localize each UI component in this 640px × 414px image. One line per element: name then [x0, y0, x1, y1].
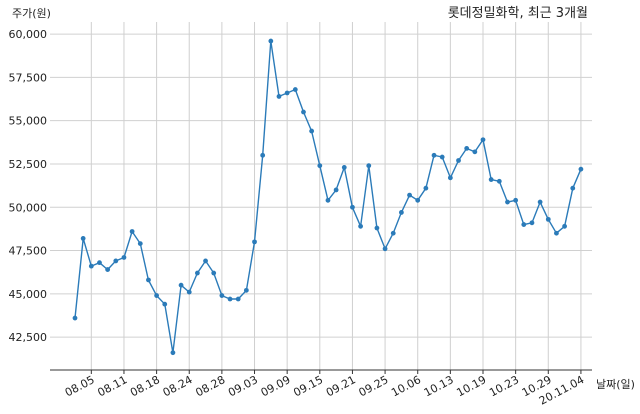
data-point — [399, 210, 404, 215]
x-axis-label: 날짜(일) — [596, 377, 635, 391]
data-point — [129, 229, 135, 234]
y-tick-label: 55,000 — [9, 115, 48, 128]
data-point — [97, 260, 102, 266]
data-point — [382, 246, 388, 252]
data-point — [211, 270, 217, 276]
series-line-layer — [74, 40, 582, 354]
data-point — [195, 270, 200, 276]
x-tick-label: 10.06 — [389, 373, 423, 399]
data-point — [80, 236, 86, 241]
data-point — [219, 293, 225, 298]
data-point — [480, 137, 486, 143]
data-point — [529, 220, 535, 226]
x-tick-label: 08.24 — [161, 373, 195, 399]
data-point — [235, 296, 241, 302]
data-point — [170, 350, 176, 356]
data-point — [260, 152, 266, 158]
x-tick-label: 09.09 — [259, 373, 293, 399]
x-tick-label: 08.18 — [128, 373, 162, 399]
data-point — [545, 216, 551, 222]
data-point — [186, 289, 192, 295]
data-point — [472, 149, 478, 155]
data-point — [284, 90, 290, 96]
data-point — [562, 223, 567, 229]
data-point — [301, 109, 306, 115]
data-point — [178, 282, 184, 288]
data-point — [350, 204, 355, 210]
y-tick-label: 45,000 — [9, 288, 48, 301]
data-point — [447, 175, 453, 181]
data-point — [358, 223, 363, 229]
data-point — [252, 239, 257, 245]
data-point — [162, 301, 168, 307]
data-point — [496, 178, 502, 184]
grid-layer — [50, 22, 592, 374]
data-point — [341, 165, 347, 170]
data-point — [505, 199, 510, 205]
x-tick-label: 10.13 — [422, 373, 456, 399]
data-points — [72, 38, 584, 356]
y-tick-label: 42,500 — [9, 331, 48, 344]
data-point — [374, 225, 380, 231]
data-point — [292, 87, 298, 92]
x-tick-label: 08.28 — [193, 373, 227, 399]
data-point — [88, 263, 94, 269]
data-point — [423, 185, 429, 191]
data-point — [464, 145, 470, 151]
data-point — [317, 163, 323, 169]
data-point — [578, 166, 584, 172]
data-point — [325, 197, 331, 203]
y-tick-label: 47,500 — [9, 245, 48, 258]
data-point — [366, 163, 372, 169]
data-point — [121, 255, 127, 260]
x-tick-label: 08.11 — [95, 373, 129, 399]
data-point — [456, 158, 461, 163]
data-point — [521, 222, 527, 227]
data-point — [105, 267, 111, 272]
x-tick-label: 09.15 — [291, 373, 325, 399]
data-point — [309, 128, 315, 134]
x-tick-label: 10.23 — [487, 373, 521, 399]
data-point — [154, 293, 160, 298]
data-point — [390, 230, 396, 236]
data-point — [333, 187, 339, 193]
data-point — [72, 315, 78, 321]
data-point — [268, 38, 274, 44]
data-point — [488, 177, 494, 182]
data-point — [537, 199, 543, 205]
series-line — [74, 40, 582, 354]
y-tick-label: 50,000 — [9, 201, 48, 214]
x-tick-label: 09.03 — [226, 373, 260, 399]
data-point — [431, 152, 437, 158]
x-tick-label: 09.25 — [357, 373, 391, 399]
data-point — [227, 296, 233, 302]
data-point — [203, 258, 208, 264]
y-tick-labels: 42,500 45,000 47,500 50,000 52,500 55,000 57,5… — [9, 28, 48, 344]
chart-title: 롯데정밀화학, 최근 3개월 — [448, 6, 588, 21]
y-tick-label: 57,500 — [9, 71, 48, 84]
data-point — [415, 197, 421, 203]
x-tick-label: 10.19 — [454, 373, 488, 399]
data-point — [137, 241, 143, 247]
data-point — [243, 287, 249, 293]
y-tick-label: 60,000 — [9, 28, 48, 41]
x-tick-label: 09.21 — [324, 373, 358, 399]
data-point — [276, 94, 282, 99]
data-point — [407, 192, 412, 198]
y-axis-label: 주가(원) — [12, 7, 51, 20]
data-point — [146, 277, 151, 283]
data-point — [113, 258, 119, 264]
x-tick-labels: 08.0508.1108.1808.2408.2809.0309.0909.15… — [63, 373, 587, 407]
y-tick-label: 52,500 — [9, 158, 48, 171]
data-point — [513, 197, 519, 203]
data-point — [554, 230, 559, 236]
x-tick-label: 08.05 — [63, 373, 97, 399]
data-point — [570, 185, 576, 191]
data-point — [439, 154, 445, 160]
